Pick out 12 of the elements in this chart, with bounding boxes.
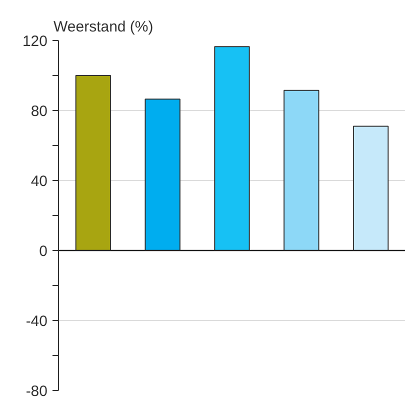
y-tick-label: -40 — [26, 313, 48, 330]
y-tick-label: 120 — [22, 33, 48, 50]
y-tick-label: -80 — [26, 383, 48, 400]
y-tick-label: 80 — [30, 103, 48, 120]
bar — [144, 98, 180, 251]
y-axis-title: Weerstand (%) — [54, 18, 154, 36]
bar — [352, 126, 389, 251]
bar — [284, 90, 320, 251]
y-tick-label: 0 — [39, 243, 48, 260]
bar — [214, 46, 250, 251]
bar — [75, 75, 112, 251]
y-tick-label: 40 — [30, 173, 48, 190]
